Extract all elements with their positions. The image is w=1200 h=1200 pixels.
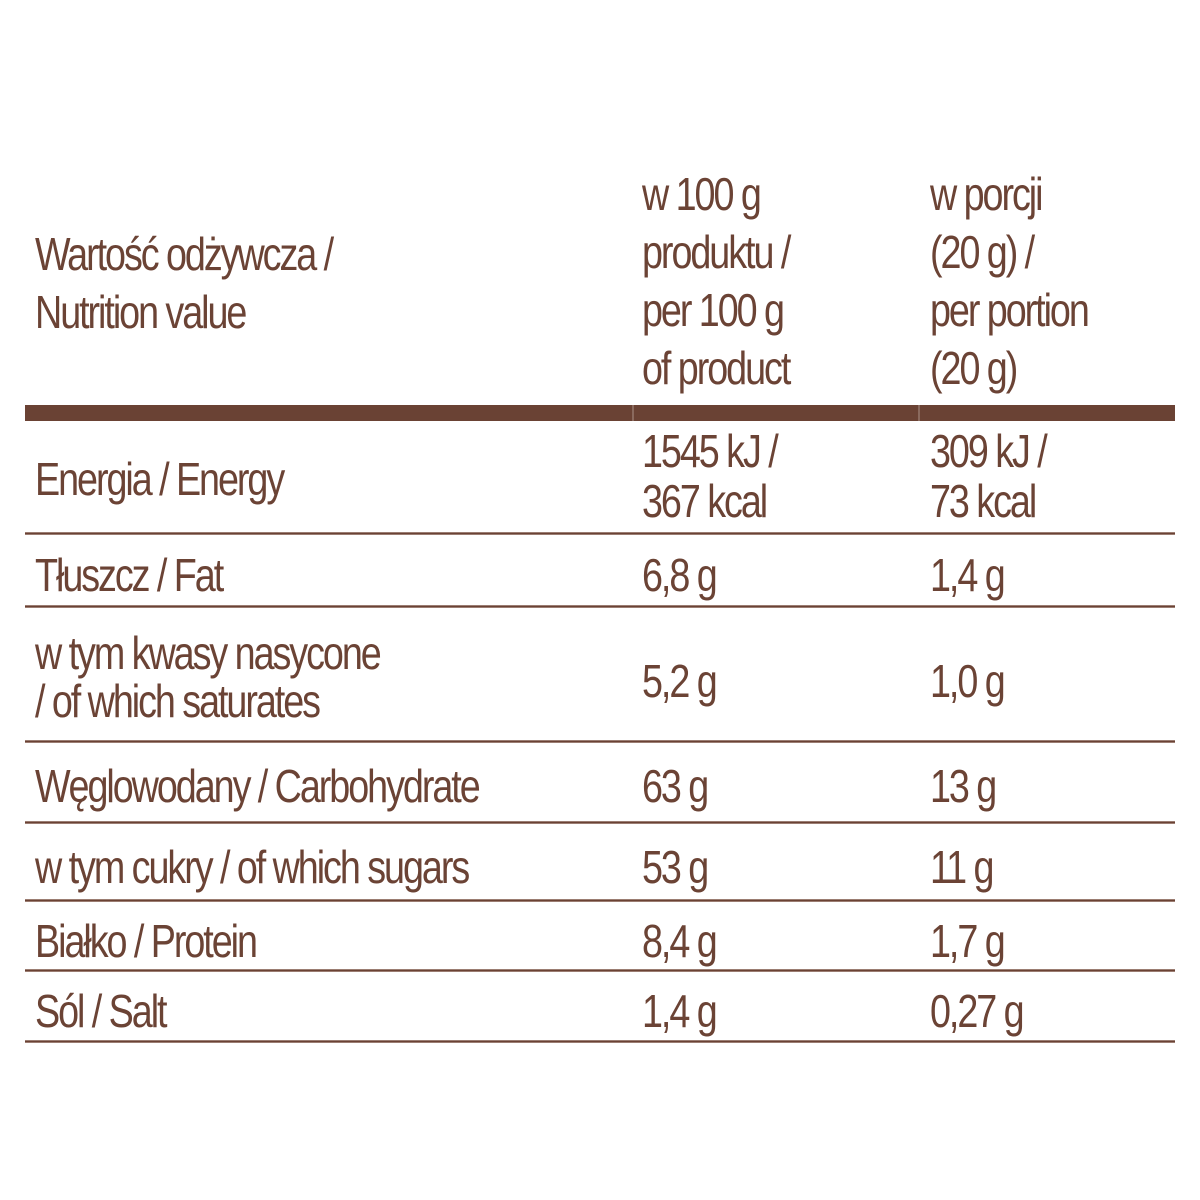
row-value-fat-100g: 6,8 g [642,549,718,601]
header-line: Wartość odżywcza / [35,228,334,280]
row-divider [25,532,1175,535]
header-line: Nutrition value [35,286,247,338]
row-label-saturates: w tym kwasy nasycone / of which saturate… [35,624,382,730]
header-line: produktu / [642,226,791,278]
header-per-100g: w 100 g produktu / per 100 g of product [642,165,791,397]
value-line: 309 kJ / [930,425,1048,477]
row-value-salt-100g: 1,4 g [642,985,718,1037]
label-line: / of which saturates [35,675,321,727]
row-value-sugars-portion: 11 g [930,841,994,893]
header-line: per portion [930,284,1090,336]
value-line: 1545 kJ / [642,425,779,477]
row-value-saturates-portion: 1,0 g [930,655,1006,707]
header-per-portion: w porcji (20 g) / per portion (20 g) [930,165,1090,397]
row-value-protein-100g: 8,4 g [642,915,718,967]
row-divider [25,740,1175,743]
row-value-fat-portion: 1,4 g [930,549,1006,601]
row-divider [25,969,1175,972]
column-separator [918,405,920,421]
row-value-energy-100g: 1545 kJ / 367 kcal [642,422,779,530]
value-line: 73 kcal [930,475,1037,527]
row-value-sugars-100g: 53 g [642,841,709,893]
row-value-saturates-100g: 5,2 g [642,655,718,707]
row-value-energy-portion: 309 kJ / 73 kcal [930,422,1048,530]
row-label-fat: Tłuszcz / Fat [35,549,224,601]
row-label-energy: Energia / Energy [35,453,285,505]
row-divider [25,821,1175,824]
header-divider-bar [25,405,1175,421]
header-line: per 100 g [642,284,785,336]
row-divider [25,899,1175,902]
row-value-carbohydrate-100g: 63 g [642,760,709,812]
row-label-sugars: w tym cukry / of which sugars [35,841,470,893]
row-divider [25,1040,1175,1043]
row-value-salt-portion: 0,27 g [930,985,1025,1037]
header-line: (20 g) [930,342,1018,394]
header-nutrition-value: Wartość odżywcza / Nutrition value [35,225,334,341]
header-line: of product [642,342,791,394]
column-separator [632,405,634,421]
label-line: w tym kwasy nasycone [35,627,382,679]
row-value-carbohydrate-portion: 13 g [930,760,997,812]
header-line: (20 g) / [930,226,1035,278]
row-value-protein-portion: 1,7 g [930,915,1006,967]
value-line: 367 kcal [642,475,768,527]
header-line: w 100 g [642,168,762,220]
row-divider [25,605,1175,608]
row-label-salt: Sól / Salt [35,985,168,1037]
nutrition-table: Wartość odżywcza / Nutrition value w 100… [25,0,1175,1200]
row-label-carbohydrate: Węglowodany / Carbohydrate [35,760,481,812]
header-line: w porcji [930,168,1044,220]
row-label-protein: Białko / Protein [35,915,258,967]
